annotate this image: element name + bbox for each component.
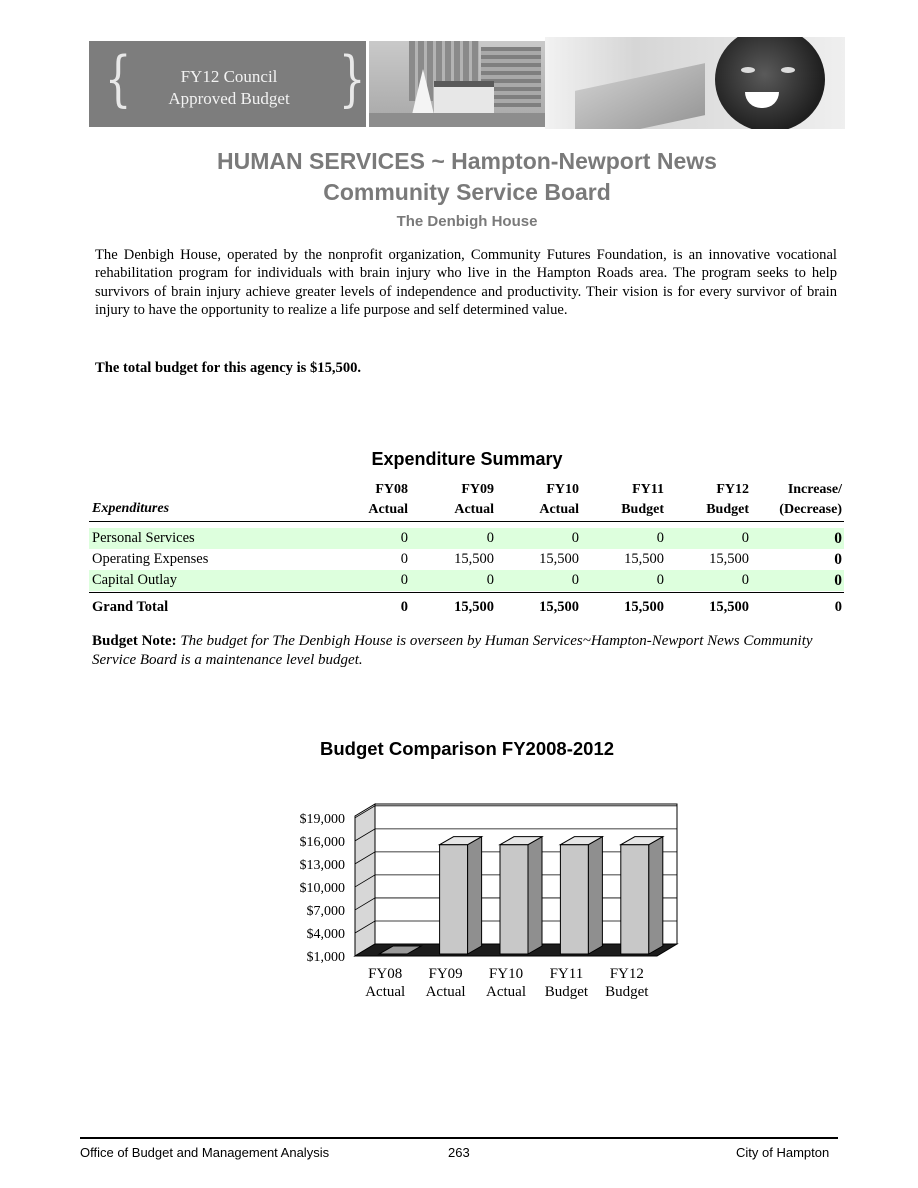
x-tick-label: Actual — [486, 984, 526, 1000]
table-row: Capital Outlay 0 0 0 0 0 0 — [89, 570, 844, 591]
waterfront-photo — [369, 41, 545, 127]
x-tick-label: Actual — [426, 984, 466, 1000]
x-tick-label: FY09 — [429, 966, 463, 982]
table-row: Personal Services 0 0 0 0 0 0 — [89, 528, 844, 549]
banner-title-line2: Approved Budget — [168, 89, 290, 108]
banner-title-box: { FY12 Council Approved Budget } — [89, 41, 366, 127]
column-header: FY10 Actual — [539, 482, 579, 517]
bar — [439, 844, 469, 955]
bar — [499, 844, 529, 955]
bar-top — [618, 836, 665, 846]
bar-top — [437, 836, 484, 846]
bar-side — [648, 835, 664, 955]
row-label: Personal Services — [92, 530, 195, 546]
page-subtitle: The Denbigh House — [396, 213, 538, 230]
page-title-line2: Community Service Board — [323, 179, 611, 205]
page-number: 263 — [448, 1145, 470, 1160]
expenditure-summary-table: Expenditures FY08 Actual FY09 Actual FY10 A… — [89, 480, 844, 616]
budget-note-label: Budget Note — [92, 633, 172, 649]
right-brace-icon: } — [338, 44, 366, 114]
grand-total-row: Grand Total 0 15,500 15,500 15,500 15,50… — [89, 592, 844, 616]
table-row: Operating Expenses 0 15,500 15,500 15,50… — [92, 551, 842, 568]
banner-title: FY12 Council Approved Budget — [129, 66, 329, 110]
y-tick-label: $13,000 — [300, 858, 346, 873]
bar-side — [467, 835, 483, 955]
x-tick-label: FY10 — [489, 966, 523, 982]
page-title: HUMAN SERVICES ~ Hampton-Newport News Co… — [90, 146, 844, 208]
total-budget-statement: The total budget for this agency is $15,… — [95, 360, 362, 376]
left-brace-icon: { — [104, 44, 132, 114]
row-label: Capital Outlay — [92, 572, 177, 588]
budget-comparison-chart: $1,000 $4,000 $7,000 $10,000 $13,000 $16,000 $… — [300, 803, 679, 1000]
x-tick-label: FY11 — [550, 966, 584, 982]
column-header: FY08 Actual — [368, 482, 408, 517]
y-tick-label: $19,000 — [300, 812, 346, 827]
child-photo — [545, 37, 845, 129]
expenditure-summary-title: Expenditure Summary — [371, 449, 563, 469]
column-header: FY12 Budget — [706, 482, 749, 517]
table-header: Expenditures FY08 Actual FY09 Actual FY10 A… — [89, 480, 844, 522]
chart-title: Budget Comparison FY2008-2012 — [319, 738, 615, 759]
row-label: Operating Expenses — [92, 551, 209, 567]
column-header: FY11 Budget — [621, 482, 664, 517]
budget-note: Budget Note: The budget for The Denbigh … — [92, 633, 813, 668]
x-tick-label: Budget — [545, 984, 589, 1000]
bar — [559, 844, 589, 955]
column-header: Increase/(Decrease) — [779, 482, 842, 517]
x-tick-label: Actual — [365, 984, 405, 1000]
x-tick-label: Budget — [605, 984, 649, 1000]
page-title-line1: HUMAN SERVICES ~ Hampton-Newport News — [217, 148, 717, 174]
gridline — [354, 805, 677, 819]
x-tick-label: FY08 — [368, 966, 402, 982]
bar-top — [498, 836, 544, 846]
y-tick-label: $16,000 — [300, 835, 346, 850]
expenditures-header: Expenditures — [92, 501, 170, 516]
y-tick-label: $10,000 — [300, 881, 346, 896]
y-tick-label: $1,000 — [307, 950, 346, 965]
y-tick-label: $4,000 — [307, 927, 346, 942]
intro-paragraph: The Denbigh House, operated by the nonpr… — [95, 247, 837, 318]
bar-side — [527, 835, 543, 955]
budget-note-text: The budget for The Denbigh House is over… — [92, 633, 813, 668]
footer-office: Office of Budget and Management Analysis — [80, 1145, 330, 1160]
bar-top — [558, 836, 605, 846]
bar-side — [587, 835, 603, 955]
gridline — [354, 828, 677, 842]
column-header: FY09 Actual — [454, 482, 494, 517]
x-tick-label: FY12 — [610, 966, 644, 982]
footer-rule — [80, 1137, 838, 1139]
bar-flat — [377, 945, 424, 955]
footer-city: City of Hampton — [736, 1145, 830, 1160]
banner-title-line1: FY12 Council — [180, 67, 278, 86]
bar — [620, 844, 650, 955]
chart-side-wall — [354, 803, 376, 957]
header-banner: { FY12 Council Approved Budget } — [89, 37, 845, 129]
y-tick-label: $7,000 — [307, 904, 346, 919]
